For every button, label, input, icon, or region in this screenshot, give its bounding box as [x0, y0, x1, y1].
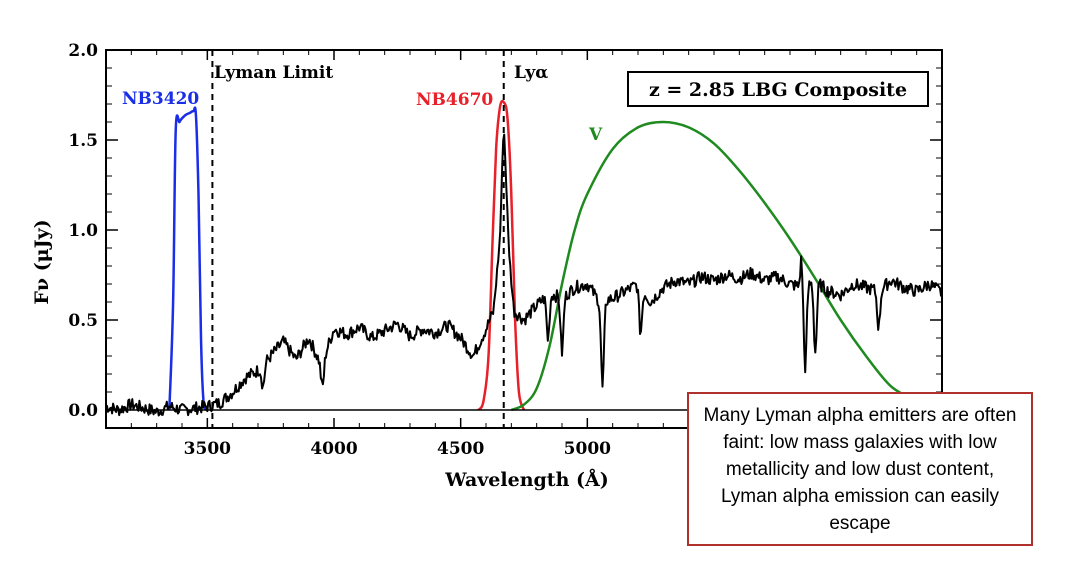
y-tick-label: 1.0: [68, 221, 98, 241]
x-axis-label: Wavelength (Å): [444, 468, 608, 491]
callout-text: Many Lyman alpha emitters are often fain…: [703, 404, 1017, 534]
series-layer: [105, 99, 943, 417]
y-tick-label: 1.5: [68, 131, 98, 151]
vline-label-lyman-alpha: Lyα: [514, 63, 548, 83]
axes-layer: 3500 4000 4500 5000 0.0 0.5 1.0 1.5 2.0: [68, 41, 943, 459]
series-label-nb3420: NB3420: [122, 89, 199, 109]
x-tick-label: 4500: [437, 439, 484, 459]
x-tick-label: 5000: [564, 439, 611, 459]
y-tick-label: 0.0: [68, 401, 98, 421]
vline-label-lyman-limit: Lyman Limit: [214, 63, 333, 83]
legend-label: z = 2.85 LBG Composite: [649, 79, 907, 101]
series-line-nb3420: [168, 106, 209, 411]
x-tick-label: 3500: [184, 439, 231, 459]
x-tick-label: 4000: [310, 439, 357, 459]
series-label-nb4670: NB4670: [416, 90, 493, 110]
y-axis-label: Fν (μJy): [31, 219, 53, 304]
annotation-callout: Many Lyman alpha emitters are often fain…: [687, 392, 1033, 546]
y-tick-label: 0.5: [68, 311, 98, 331]
y-tick-label: 2.0: [68, 41, 98, 61]
series-label-v: V: [588, 125, 603, 145]
vertical-lines-layer: [211, 50, 505, 428]
legend-box: z = 2.85 LBG Composite: [627, 71, 929, 107]
series-line-nb4670: [477, 99, 526, 411]
series-line-composite-spectrum: [105, 133, 943, 417]
plot-frame: [105, 49, 943, 429]
series-line-v: [510, 120, 918, 412]
